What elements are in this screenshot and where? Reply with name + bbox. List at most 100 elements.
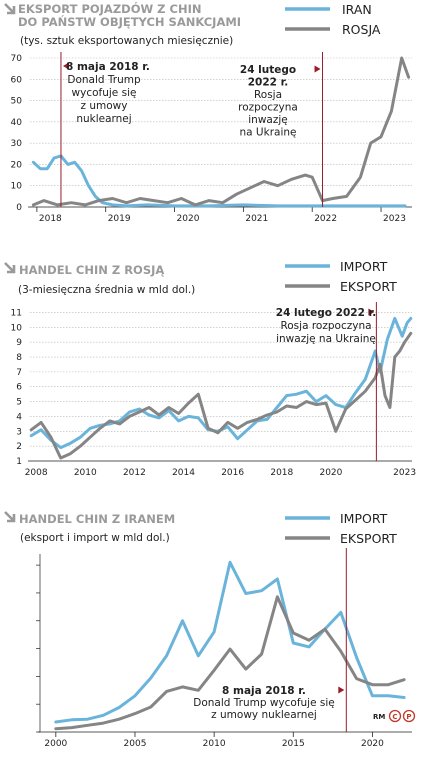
chart2-title: HANDEL CHIN Z ROSJĄ — [19, 263, 164, 277]
chart2-x-axis: 2008 2010 2012 2014 2016 2018 2020 2023 — [25, 460, 416, 478]
chart1-y-axis: 0 10 20 30 40 50 60 70 — [11, 54, 23, 213]
x-tick-label: 2015 — [282, 739, 305, 749]
chart1-subtitle: (tys. sztuk eksportowanych miesięcznie) — [20, 35, 233, 47]
x-tick-label: 2020 — [319, 468, 342, 478]
event-label-line: Rosja — [254, 89, 282, 101]
y-tick-label: 0 — [16, 203, 22, 213]
event-label-line: inwazję — [248, 114, 287, 126]
y-tick-label: 20 — [11, 160, 23, 170]
chart-vehicle-exports: EKSPORT POJAZDÓW Z CHIN DO PAŃSTW OBJĘTY… — [4, 1, 412, 224]
x-tick-label: 2008 — [25, 468, 48, 478]
x-tick-label: 2023 — [383, 214, 406, 224]
series-line-iran — [31, 154, 407, 208]
y-tick-label: 7 — [16, 368, 22, 378]
x-tick-label: 2012 — [123, 468, 146, 478]
arrow-down-right-icon — [4, 511, 16, 523]
event-label-line: z umowy — [81, 100, 128, 112]
x-tick-label: 2018 — [270, 468, 293, 478]
x-tick-label: 2023 — [393, 468, 416, 478]
chart1-legend-iran: IRAN — [342, 2, 372, 17]
y-tick-label: 9 — [16, 338, 22, 348]
copyright-icon: C — [388, 709, 402, 723]
x-tick-label: 2005 — [124, 739, 147, 749]
chart2-annotations: 24 lutego 2022 r.Rosja rozpoczynainwazję… — [276, 302, 377, 461]
event-label-line: 2022 r. — [248, 77, 289, 89]
event-label-line: 8 maja 2018 r. — [222, 685, 306, 697]
chart1-legend-rosja: ROSJA — [342, 22, 381, 37]
event-arrow-icon — [368, 308, 375, 316]
event-label-line: na Ukrainę — [240, 127, 297, 139]
y-tick-label: 1 — [16, 457, 22, 467]
y-tick-label: 3 — [16, 427, 22, 437]
chart2-series — [29, 316, 413, 460]
chart1-series — [31, 56, 411, 208]
y-tick-label: 8 — [16, 353, 22, 363]
event-label-line: z umowy nuklearnej — [211, 709, 317, 721]
credit-initials: RM — [373, 713, 385, 721]
chart2-subtitle: (3-miesięczna średnia w mld dol.) — [18, 284, 195, 296]
event-label-line: Rosja rozpoczyna — [280, 320, 371, 332]
y-tick-label: 6 — [16, 383, 22, 393]
chart3-legend: IMPORT EKSPORT — [285, 511, 397, 546]
event-label-line: Donald Trump — [67, 74, 141, 86]
chart2-legend-import: IMPORT — [340, 259, 388, 274]
y-tick-label: 70 — [11, 54, 23, 64]
chart1-x-axis: 2018 2019 2020 2021 2022 2023 — [28, 206, 412, 224]
y-tick-label: 30 — [11, 139, 23, 149]
chart-china-iran-trade: HANDEL CHIN Z IRANEM (eksport i import w… — [4, 511, 416, 749]
event-label-line: 24 lutego — [240, 64, 296, 76]
event-label-line: 8 maja 2018 r. — [66, 61, 150, 73]
y-tick-label: 11 — [11, 308, 22, 318]
y-tick-label: 2 — [16, 442, 22, 452]
x-tick-label: 2010 — [74, 468, 97, 478]
chart3-x-axis: 2000 2005 2010 2015 2020 — [36, 554, 412, 749]
chart3-subtitle: (eksport i import w mld dol.) — [20, 532, 170, 544]
chart3-legend-eksport: EKSPORT — [340, 531, 397, 546]
x-tick-label: 2021 — [245, 214, 268, 224]
y-tick-label: 5 — [16, 398, 22, 408]
x-tick-label: 2020 — [177, 214, 200, 224]
chart2-y-axis: 1 2 3 4 5 6 7 8 9 10 11 — [11, 308, 23, 467]
y-tick-label: 10 — [11, 323, 23, 333]
y-tick-label: 50 — [11, 97, 23, 107]
x-tick-label: 2000 — [44, 739, 67, 749]
y-tick-label: 10 — [11, 182, 23, 192]
svg-text:C: C — [392, 713, 397, 721]
y-tick-label: 40 — [11, 118, 23, 128]
chart-china-russia-trade: HANDEL CHIN Z ROSJĄ (3-miesięczna średni… — [4, 259, 416, 478]
x-tick-label: 2018 — [39, 214, 62, 224]
chart1-title-line1: EKSPORT POJAZDÓW Z CHIN — [18, 1, 201, 16]
chart1-legend: IRAN ROSJA — [285, 2, 381, 37]
event-label-line: 24 lutego 2022 r. — [276, 307, 376, 319]
chart3-legend-import: IMPORT — [340, 511, 388, 526]
p-icon: P — [402, 709, 416, 723]
x-tick-label: 2014 — [172, 468, 195, 478]
x-tick-label: 2022 — [314, 214, 337, 224]
arrow-down-right-icon — [4, 3, 16, 15]
x-tick-label: 2019 — [108, 214, 131, 224]
x-tick-label: 2016 — [221, 468, 244, 478]
series-line-import — [29, 316, 413, 450]
credit: RM C P — [373, 709, 416, 723]
x-tick-label: 2020 — [361, 739, 384, 749]
svg-text:P: P — [406, 713, 411, 721]
arrow-down-right-icon — [4, 262, 16, 274]
event-label-line: nuklearnej — [76, 113, 131, 125]
y-tick-label: 4 — [16, 412, 22, 422]
series-line-rosja — [31, 56, 411, 207]
event-arrow-icon — [338, 686, 345, 694]
event-arrow-icon — [62, 62, 69, 70]
event-label-line: rozpoczyna — [238, 102, 298, 114]
chart2-legend-eksport: EKSPORT — [340, 279, 397, 294]
x-tick-label: 2010 — [203, 739, 226, 749]
event-label-line: inwazję na Ukrainę — [276, 333, 376, 345]
event-label-line: wycofuje się — [72, 87, 137, 99]
chart2-legend: IMPORT EKSPORT — [285, 259, 397, 294]
chart3-annotations: 8 maja 2018 r.Donald Trump wycofuje sięz… — [193, 548, 347, 732]
event-label-line: Donald Trump wycofuje się — [193, 697, 335, 709]
event-arrow-icon — [314, 65, 321, 73]
series-line-eksport — [29, 331, 413, 460]
y-tick-label: 60 — [11, 75, 23, 85]
chart1-title-line2: DO PAŃSTW OBJĘTYCH SANKCJAMI — [18, 14, 241, 29]
